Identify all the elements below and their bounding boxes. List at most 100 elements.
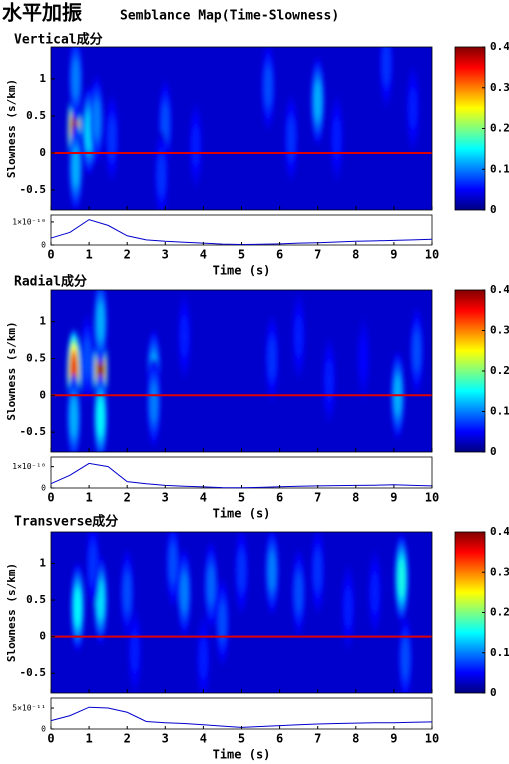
- x-tick-label: 10: [425, 732, 439, 746]
- x-tick-label: 1: [85, 732, 92, 746]
- x-tick-label: 5: [238, 732, 245, 746]
- semblance-peak: [409, 89, 417, 128]
- x-tick-label: 1: [85, 248, 92, 262]
- figure-title: 水平加振: [2, 1, 82, 25]
- x-tick-label: 3: [162, 248, 169, 262]
- semblance-peak: [371, 573, 379, 612]
- x-tick-label: 0: [47, 491, 54, 505]
- envelope-y-tick-label: 0: [41, 725, 46, 734]
- y-tick-label: 1: [39, 72, 46, 85]
- envelope-frame: [50, 697, 433, 730]
- x-tick-label: 10: [425, 248, 439, 262]
- colorbar-tick-label: 0.4: [490, 40, 509, 53]
- panel-title: Transverse成分: [14, 514, 118, 530]
- x-tick-label: 9: [390, 248, 397, 262]
- y-axis-label: Slowness (s/km): [5, 79, 18, 178]
- x-tick-label: 4: [200, 491, 207, 505]
- y-tick-label: 1: [39, 315, 46, 328]
- figure-subtitle: Semblance Map(Time-Slowness): [120, 9, 339, 24]
- colorbar-tick-label: 0.3: [490, 565, 509, 578]
- x-tick-label: 2: [124, 732, 131, 746]
- semblance-peak: [383, 47, 390, 84]
- colorbar-tick-label: 0.3: [490, 81, 509, 94]
- colorbar-tick-label: 0: [490, 203, 497, 216]
- semblance-peak: [131, 632, 139, 671]
- semblance-peak: [344, 588, 352, 627]
- y-axis-label: Slowness (s/km): [5, 321, 18, 420]
- x-tick-label: 0: [47, 248, 54, 262]
- x-tick-label: 8: [352, 248, 359, 262]
- x-tick-label: 3: [162, 732, 169, 746]
- semblance-peak: [97, 302, 104, 341]
- x-tick-label: 3: [162, 491, 169, 505]
- envelope-y-tick-label: 0: [41, 484, 46, 493]
- x-tick-label: 5: [238, 491, 245, 505]
- colorbar-tick-label: 0.3: [490, 324, 509, 337]
- semblance-peak: [192, 126, 200, 165]
- heatmap: [51, 532, 432, 693]
- colorbar-tick-label: 0: [490, 686, 497, 699]
- x-tick-label: 7: [314, 491, 321, 505]
- semblance-peak: [72, 148, 80, 187]
- panel-title: Radial成分: [14, 274, 87, 290]
- semblance-peak: [207, 566, 215, 605]
- envelope-frame: [50, 456, 433, 489]
- semblance-peak: [264, 67, 272, 106]
- semblance-peak: [158, 156, 165, 195]
- semblance-peak: [74, 588, 81, 627]
- colorbar-tick-label: 0.4: [490, 283, 509, 296]
- x-axis-label: Time (s): [213, 507, 271, 521]
- semblance-peak: [360, 339, 367, 378]
- x-axis-label: Time (s): [213, 748, 271, 762]
- semblance-peak: [70, 398, 78, 437]
- colorbar: [454, 289, 486, 453]
- envelope-y-tick-label: 1×10⁻¹⁰: [12, 462, 46, 471]
- y-tick-label: -0.5: [20, 183, 47, 196]
- semblance-peak: [169, 544, 177, 583]
- semblance-peak: [295, 573, 302, 612]
- heatmap: [51, 47, 432, 210]
- semblance-peak: [123, 573, 131, 612]
- semblance-peak: [219, 603, 226, 642]
- semblance-peak: [108, 119, 116, 158]
- y-tick-label: 0.5: [26, 351, 46, 364]
- envelope-y-tick-label: 1×10⁻¹⁰: [12, 217, 46, 226]
- x-tick-label: 6: [276, 248, 283, 262]
- semblance-peak: [72, 59, 80, 98]
- colorbar-tick-label: 0.2: [490, 122, 509, 135]
- colorbar-tick-label: 0: [490, 445, 497, 458]
- y-tick-label: 0: [39, 630, 46, 643]
- y-tick-label: 0: [39, 388, 46, 401]
- x-tick-label: 7: [314, 732, 321, 746]
- x-tick-label: 8: [352, 732, 359, 746]
- y-axis-label: Slowness (s/km): [5, 563, 18, 662]
- semblance-peak: [162, 104, 169, 143]
- envelope-y-tick-label: 0: [41, 241, 46, 250]
- x-axis-label: Time (s): [213, 264, 271, 278]
- semblance-peak: [314, 82, 321, 121]
- colorbar-tick-label: 0.2: [490, 364, 509, 377]
- semblance-peak: [93, 100, 100, 139]
- semblance-peak: [181, 573, 188, 612]
- y-tick-label: 0: [39, 146, 46, 159]
- semblance-peak: [83, 339, 91, 378]
- colorbar-tick-label: 0.4: [490, 525, 509, 538]
- semblance-peak: [150, 383, 158, 422]
- colorbar-tick-label: 0.1: [490, 162, 509, 175]
- heatmap-blobs: [70, 532, 413, 693]
- x-tick-label: 1: [85, 491, 92, 505]
- colorbar-tick-label: 0.1: [490, 646, 509, 659]
- x-tick-label: 4: [200, 732, 207, 746]
- semblance-peak: [398, 559, 405, 598]
- x-tick-label: 8: [352, 491, 359, 505]
- semblance-peak: [268, 551, 276, 590]
- heatmap-blobs: [66, 290, 424, 452]
- x-tick-label: 2: [124, 248, 131, 262]
- colorbar-tick-label: 0.1: [490, 405, 509, 418]
- x-tick-label: 9: [390, 732, 397, 746]
- x-tick-label: 0: [47, 732, 54, 746]
- semblance-peak: [89, 544, 97, 583]
- envelope-y-tick-label: 5×10⁻¹¹: [12, 704, 46, 713]
- panel-title: Vertical成分: [14, 32, 103, 48]
